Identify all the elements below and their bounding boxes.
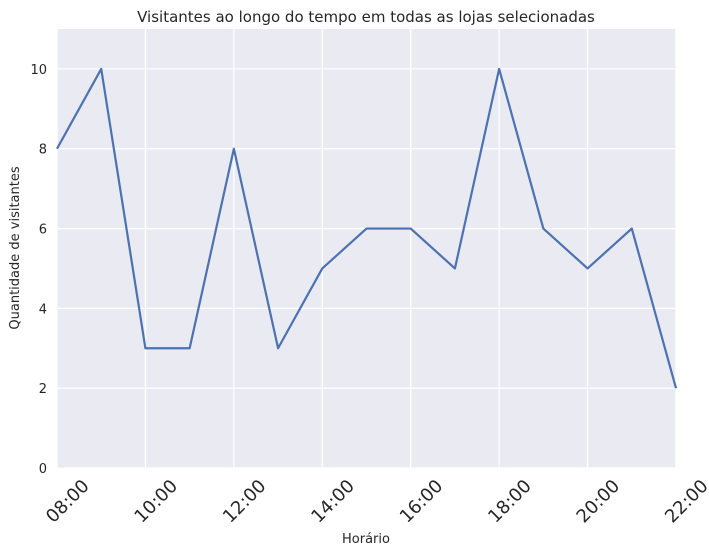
x-tick-label: 10:00	[130, 476, 182, 528]
x-tick-label: 14:00	[307, 476, 359, 528]
plot-area: 0 2 4 6 8 10 08:00 10:00 12:00 14:00 16:00 18:00 20:…	[30, 29, 709, 527]
y-tick-label: 0	[39, 462, 47, 477]
y-tick-label: 4	[39, 302, 47, 317]
x-tick-label: 20:00	[573, 476, 625, 528]
plot-background	[57, 29, 676, 468]
x-tick-label: 12:00	[219, 476, 271, 528]
series-line-visitantes	[56, 67, 678, 389]
x-tick-label: 18:00	[484, 476, 536, 528]
y-tick-label: 8	[39, 143, 47, 158]
x-axis-label: Horário	[342, 532, 390, 547]
x-tick-label: 16:00	[396, 476, 448, 528]
y-tick-label: 10	[30, 63, 47, 78]
y-axis-label: Quantidade de visitantes	[8, 166, 23, 329]
y-tick-label: 6	[39, 223, 47, 238]
y-tick-label: 2	[39, 382, 47, 397]
x-tick-label: 08:00	[42, 476, 94, 528]
chart-title: Visitantes ao longo do tempo em todas as…	[137, 8, 595, 26]
x-tick-label: 22:00	[661, 476, 709, 528]
